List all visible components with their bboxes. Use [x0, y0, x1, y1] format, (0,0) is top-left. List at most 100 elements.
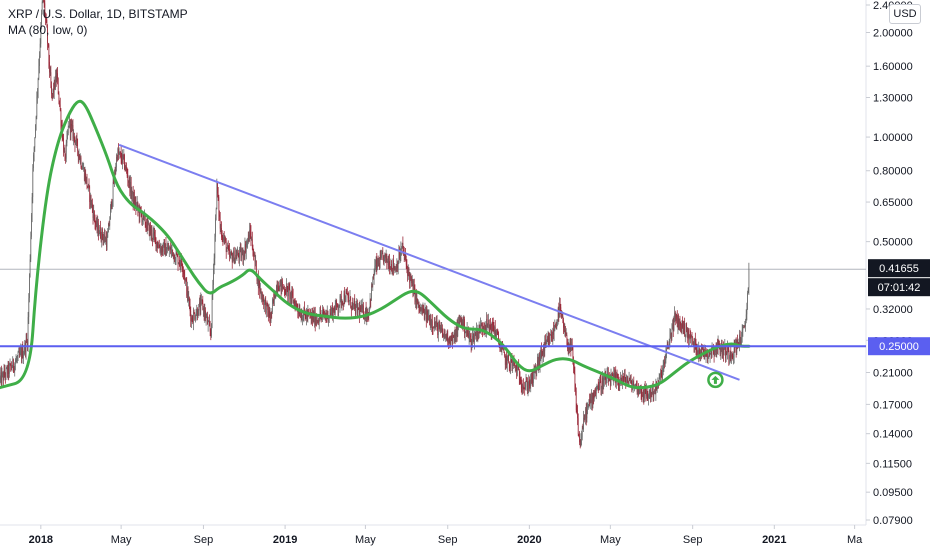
candle-body — [315, 320, 317, 326]
candle-body — [636, 383, 637, 385]
candle — [453, 334, 455, 338]
ma-legend[interactable]: MA (80, low, 0) — [8, 23, 88, 37]
candle-body — [685, 324, 687, 336]
chart-legend[interactable]: XRP / U.S. Dollar, 1D, BITSTAMP MA (80, … — [8, 6, 188, 38]
candle-body — [89, 195, 91, 203]
candle-body — [425, 308, 427, 321]
candle-body — [739, 334, 740, 347]
candle — [219, 210, 220, 221]
candle — [548, 332, 550, 348]
candle — [235, 247, 236, 264]
candle-body — [199, 302, 200, 305]
candle — [405, 255, 407, 270]
candle-body — [196, 309, 198, 315]
candle — [423, 304, 425, 314]
currency-button[interactable]: USD — [889, 4, 921, 24]
candle — [509, 363, 511, 373]
symbol-title[interactable]: XRP / U.S. Dollar, 1D, BITSTAMP — [8, 7, 188, 21]
candle-body — [559, 303, 560, 318]
candle-body — [377, 258, 379, 265]
candle-body — [415, 292, 417, 303]
candle — [731, 351, 732, 364]
candle — [387, 256, 389, 270]
candle-body — [407, 268, 409, 276]
candle-body — [539, 355, 540, 366]
candle-body — [443, 333, 445, 337]
candle-body — [87, 186, 89, 188]
descending-trendline[interactable] — [118, 143, 740, 381]
candle — [358, 307, 360, 311]
candle-body — [446, 331, 448, 341]
candle-body — [522, 385, 524, 389]
candle — [541, 350, 543, 364]
candle — [42, 0, 44, 4]
candle-body — [707, 352, 708, 357]
candle-body — [375, 264, 376, 266]
candle — [393, 254, 394, 276]
candle — [394, 265, 396, 271]
candle-body — [156, 242, 158, 247]
candle-body — [454, 333, 455, 338]
candle — [437, 322, 439, 339]
candle — [126, 167, 128, 178]
candle — [201, 294, 202, 306]
candle — [259, 282, 261, 294]
candle-body — [471, 342, 473, 346]
candle — [438, 319, 440, 330]
candle-body — [274, 292, 275, 301]
candle-body — [152, 237, 153, 239]
candle — [371, 282, 372, 301]
x-tick-label: Sep — [438, 534, 458, 546]
time-axis[interactable]: 2018 May Sep 2019 May Sep 2020 May Sep 2021 Ma — [29, 525, 864, 546]
candle-body — [170, 247, 172, 253]
candle-body — [300, 316, 301, 318]
candle — [478, 331, 479, 340]
candle-body — [651, 392, 653, 395]
ma-line — [0, 99, 751, 390]
candle — [98, 230, 100, 237]
candle-body — [80, 157, 82, 167]
candle-body — [561, 315, 563, 318]
candle-body — [639, 389, 641, 391]
candle — [425, 306, 427, 315]
candle — [580, 433, 582, 447]
candle — [130, 175, 131, 199]
candle — [429, 314, 431, 326]
candle-body — [361, 305, 362, 312]
drawn-lines[interactable] — [0, 143, 866, 381]
candle-body — [525, 386, 526, 389]
candle — [323, 308, 325, 320]
candle-body — [270, 311, 272, 322]
candle-body — [660, 372, 661, 375]
candle — [148, 222, 150, 237]
candle-body — [697, 350, 699, 355]
candle — [648, 393, 649, 406]
candle — [662, 365, 663, 383]
candle-body — [49, 72, 51, 73]
candle-body — [112, 200, 113, 207]
candle — [265, 296, 267, 315]
candle-body — [205, 316, 207, 319]
candle-body — [725, 346, 726, 359]
candle — [243, 249, 245, 266]
candle — [347, 292, 349, 303]
candle-body — [661, 373, 663, 379]
candle — [395, 266, 396, 273]
candle — [356, 298, 358, 308]
candle-body — [333, 308, 335, 312]
candle-body — [603, 379, 605, 381]
candle-body — [51, 85, 52, 94]
candle-body — [33, 147, 35, 155]
candle-body — [673, 317, 675, 331]
candle-body — [516, 367, 518, 376]
candle-body — [108, 223, 110, 226]
candle-body — [662, 364, 664, 368]
candle — [344, 295, 346, 303]
candle — [550, 328, 552, 336]
candle-body — [650, 390, 651, 398]
candle-body — [77, 140, 78, 151]
candle — [532, 370, 534, 387]
candle — [296, 300, 297, 309]
candle — [348, 299, 350, 306]
